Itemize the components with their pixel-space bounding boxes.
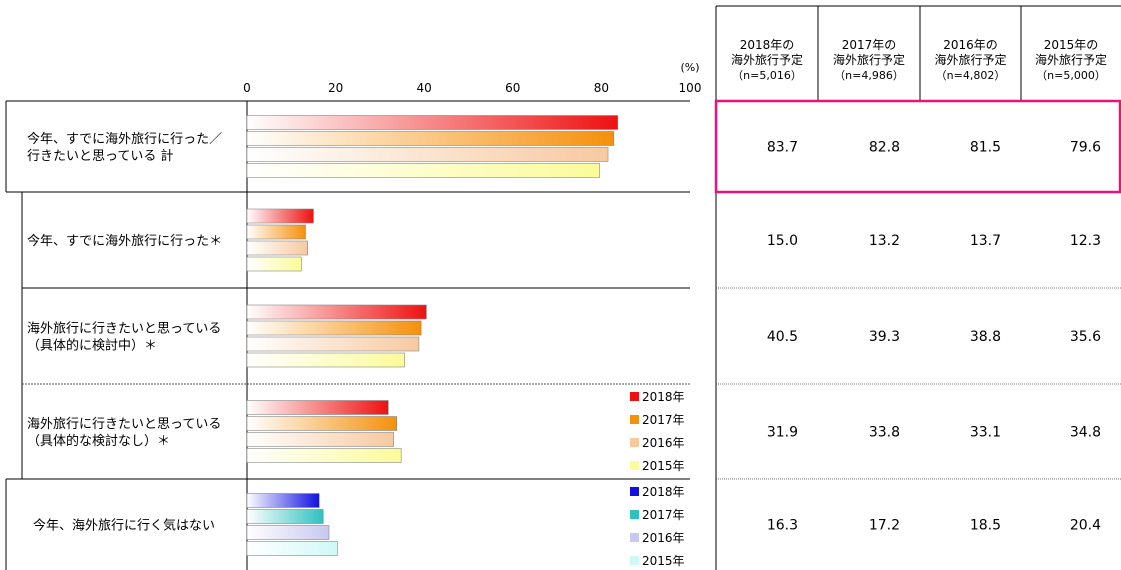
- legend-swatch: [630, 533, 639, 542]
- legend-swatch: [630, 487, 639, 496]
- legend-label: 2018年: [642, 485, 685, 499]
- bar: [246, 352, 406, 368]
- legend-label: 2015年: [642, 554, 685, 568]
- table-header-year: 2015年の: [1044, 38, 1099, 52]
- table-header-title: 海外旅行予定: [1035, 52, 1107, 67]
- bar: [246, 525, 330, 540]
- bar: [246, 320, 422, 336]
- x-tick-label: 60: [505, 81, 520, 95]
- table-value: 20.4: [1070, 518, 1101, 534]
- category-label: 今年、すでに海外旅行に行った＊: [27, 233, 222, 249]
- x-tick-label: 100: [679, 81, 702, 95]
- bar: [246, 240, 308, 256]
- table-value: 17.2: [869, 518, 900, 534]
- legend-label: 2017年: [642, 413, 685, 427]
- legend-label: 2016年: [642, 436, 685, 450]
- table-header-n: （n=5,000）: [1036, 69, 1106, 82]
- legend-swatch: [630, 461, 639, 470]
- bar: [246, 336, 420, 352]
- x-tick-label: 80: [594, 81, 609, 95]
- table-value: 79.6: [1070, 140, 1101, 156]
- table-value: 82.8: [869, 140, 900, 156]
- bar: [246, 541, 338, 556]
- table-header-n: （n=5,016）: [732, 69, 802, 82]
- table-value: 15.0: [767, 233, 798, 249]
- category-label: （具体的に検討中）＊: [27, 338, 157, 354]
- table-value: 16.3: [767, 518, 798, 534]
- table-header-n: （n=4,802）: [936, 69, 1006, 82]
- table-header-title: 海外旅行予定: [833, 52, 905, 67]
- category-label: （具体的な検討なし）＊: [27, 433, 170, 449]
- bar: [246, 509, 324, 524]
- legend-swatch: [630, 392, 639, 401]
- table-header-year: 2018年の: [740, 38, 795, 52]
- bar: [246, 416, 398, 431]
- table-value: 33.1: [970, 425, 1001, 441]
- table-value: 13.7: [970, 233, 1001, 249]
- table-value: 39.3: [869, 329, 900, 345]
- x-unit-label: (%): [680, 61, 699, 74]
- legend-swatch: [630, 556, 639, 565]
- table-value: 40.5: [767, 329, 798, 345]
- table-header-year: 2017年の: [842, 38, 897, 52]
- table-value: 81.5: [970, 140, 1001, 156]
- bar: [246, 224, 306, 240]
- bar: [246, 163, 600, 178]
- legend-swatch: [630, 415, 639, 424]
- table-value: 31.9: [767, 425, 798, 441]
- table-value: 83.7: [767, 140, 798, 156]
- legend-label: 2018年: [642, 390, 685, 404]
- bar: [246, 115, 619, 130]
- table-value: 34.8: [1070, 425, 1101, 441]
- bar: [246, 256, 302, 272]
- table-value: 13.2: [869, 233, 900, 249]
- category-label: 海外旅行に行きたいと思っている: [27, 322, 221, 337]
- category-label: 今年、すでに海外旅行に行った／: [27, 131, 222, 147]
- x-tick-label: 40: [417, 81, 432, 95]
- legend-label: 2015年: [642, 459, 685, 473]
- legend-label: 2016年: [642, 531, 685, 545]
- x-tick-label: 0: [243, 81, 251, 95]
- table-value: 38.8: [970, 329, 1001, 345]
- table-header-n: （n=4,986）: [834, 69, 904, 82]
- bar: [246, 493, 320, 508]
- highlight-box: [714, 99, 1121, 194]
- legend-swatch: [630, 438, 639, 447]
- bar: [246, 400, 389, 415]
- bar: [246, 304, 427, 320]
- legend-swatch: [630, 510, 639, 519]
- category-label: 行きたいと思っている 計: [27, 148, 173, 164]
- table-value: 18.5: [970, 518, 1001, 534]
- bar: [246, 147, 609, 162]
- table-header-title: 海外旅行予定: [934, 52, 1006, 67]
- table-header-title: 海外旅行予定: [731, 52, 803, 67]
- category-label: 今年、海外旅行に行く気はない: [33, 518, 215, 534]
- x-tick-label: 20: [328, 81, 343, 95]
- table-value: 33.8: [869, 425, 900, 441]
- table-header-year: 2016年の: [943, 38, 998, 52]
- category-label: 海外旅行に行きたいと思っている: [27, 417, 221, 432]
- legend-label: 2017年: [642, 508, 685, 522]
- table-value: 12.3: [1070, 233, 1101, 249]
- table-value: 35.6: [1070, 329, 1101, 345]
- bar: [246, 131, 615, 146]
- bar: [246, 448, 402, 463]
- bar: [246, 208, 314, 224]
- bar: [246, 432, 394, 447]
